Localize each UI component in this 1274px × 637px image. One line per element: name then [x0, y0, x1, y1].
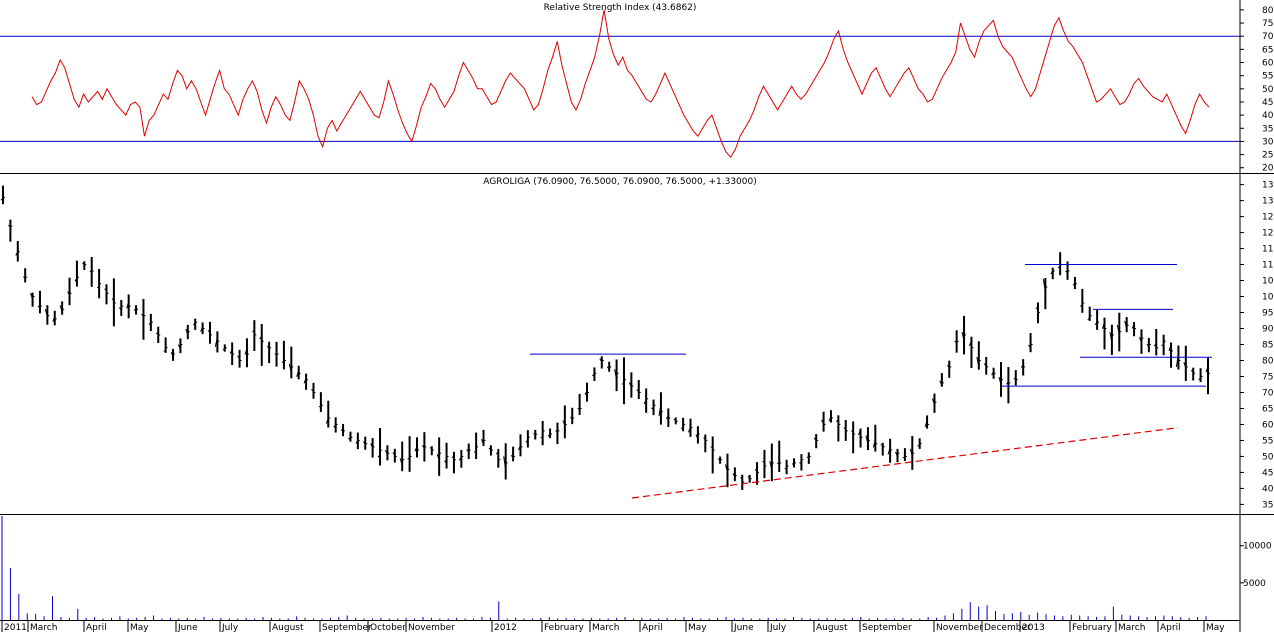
- month-label: September: [862, 623, 912, 632]
- price-tick-label: 135: [1262, 181, 1274, 191]
- month-label: March: [30, 623, 57, 632]
- rsi-tick-label: 25: [1262, 151, 1273, 161]
- month-label: June: [733, 623, 754, 632]
- month-label: April: [86, 623, 107, 632]
- rsi-title: Relative Strength Index (43.6862): [544, 3, 697, 13]
- month-label: October: [370, 623, 406, 632]
- price-tick-label: 45: [1262, 468, 1273, 478]
- price-tick-label: 60: [1262, 420, 1274, 430]
- rsi-tick-label: 65: [1262, 45, 1273, 55]
- volume-tick-label: 10000: [1243, 542, 1272, 552]
- month-label: November: [408, 623, 455, 632]
- price-tick-label: 55: [1262, 436, 1273, 446]
- rsi-tick-label: 75: [1262, 19, 1273, 29]
- rsi-tick-label: 40: [1262, 111, 1274, 121]
- price-tick-label: 40: [1262, 484, 1274, 494]
- month-label: August: [816, 623, 848, 632]
- rsi-tick-label: 30: [1262, 137, 1274, 147]
- month-label: 2013: [1022, 623, 1045, 632]
- month-label: May: [130, 623, 149, 632]
- volume-tick-label: 5000: [1243, 579, 1266, 589]
- price-tick-label: 85: [1262, 341, 1273, 351]
- price-bar-open: [748, 476, 750, 477]
- price-tick-label: 35: [1262, 500, 1273, 510]
- price-title: AGROLIGA (76.0900, 76.5000, 76.0900, 76.…: [483, 177, 757, 187]
- rsi-tick-label: 20: [1262, 164, 1274, 174]
- month-label: May: [1206, 623, 1225, 632]
- month-label: July: [769, 623, 787, 632]
- month-label: May: [688, 623, 707, 632]
- month-label: February: [1072, 623, 1113, 632]
- price-tick-label: 105: [1262, 277, 1274, 287]
- price-tick-label: 80: [1262, 356, 1274, 366]
- price-bar-open: [23, 277, 25, 278]
- rsi-tick-label: 80: [1262, 6, 1274, 16]
- month-label: September: [322, 623, 372, 632]
- price-tick-label: 110: [1262, 261, 1274, 271]
- month-label: August: [272, 623, 304, 632]
- price-tick-label: 50: [1262, 452, 1274, 462]
- rsi-tick-label: 45: [1262, 98, 1273, 108]
- price-tick-label: 90: [1262, 325, 1274, 335]
- price-tick-label: 100: [1262, 293, 1274, 303]
- price-tick-label: 75: [1262, 372, 1273, 382]
- price-bar-open: [711, 447, 713, 448]
- month-label: April: [1160, 623, 1181, 632]
- rsi-tick-label: 60: [1262, 59, 1274, 69]
- price-tick-label: 130: [1262, 197, 1274, 207]
- price-tick-label: 125: [1262, 213, 1274, 223]
- rsi-tick-label: 70: [1262, 32, 1274, 42]
- rsi-tick-label: 50: [1262, 85, 1274, 95]
- month-label: March: [592, 623, 619, 632]
- month-label: February: [544, 623, 585, 632]
- price-tick-label: 120: [1262, 229, 1274, 239]
- rsi-tick-label: 55: [1262, 72, 1273, 82]
- price-bar-open: [674, 419, 676, 420]
- rsi-tick-label: 35: [1262, 124, 1273, 134]
- price-bar-open: [555, 431, 557, 432]
- month-label: April: [642, 623, 663, 632]
- month-label: 2012: [494, 623, 517, 632]
- price-tick-label: 70: [1262, 388, 1274, 398]
- month-label: March: [1118, 623, 1145, 632]
- month-label: November: [936, 623, 983, 632]
- price-tick-label: 115: [1262, 245, 1274, 255]
- price-bar-open: [275, 354, 277, 355]
- month-label: 2011: [4, 623, 27, 632]
- month-label: June: [177, 623, 198, 632]
- price-tick-label: 65: [1262, 404, 1273, 414]
- price-tick-label: 95: [1262, 309, 1273, 319]
- month-label: July: [221, 623, 239, 632]
- price-bar-open: [319, 406, 321, 407]
